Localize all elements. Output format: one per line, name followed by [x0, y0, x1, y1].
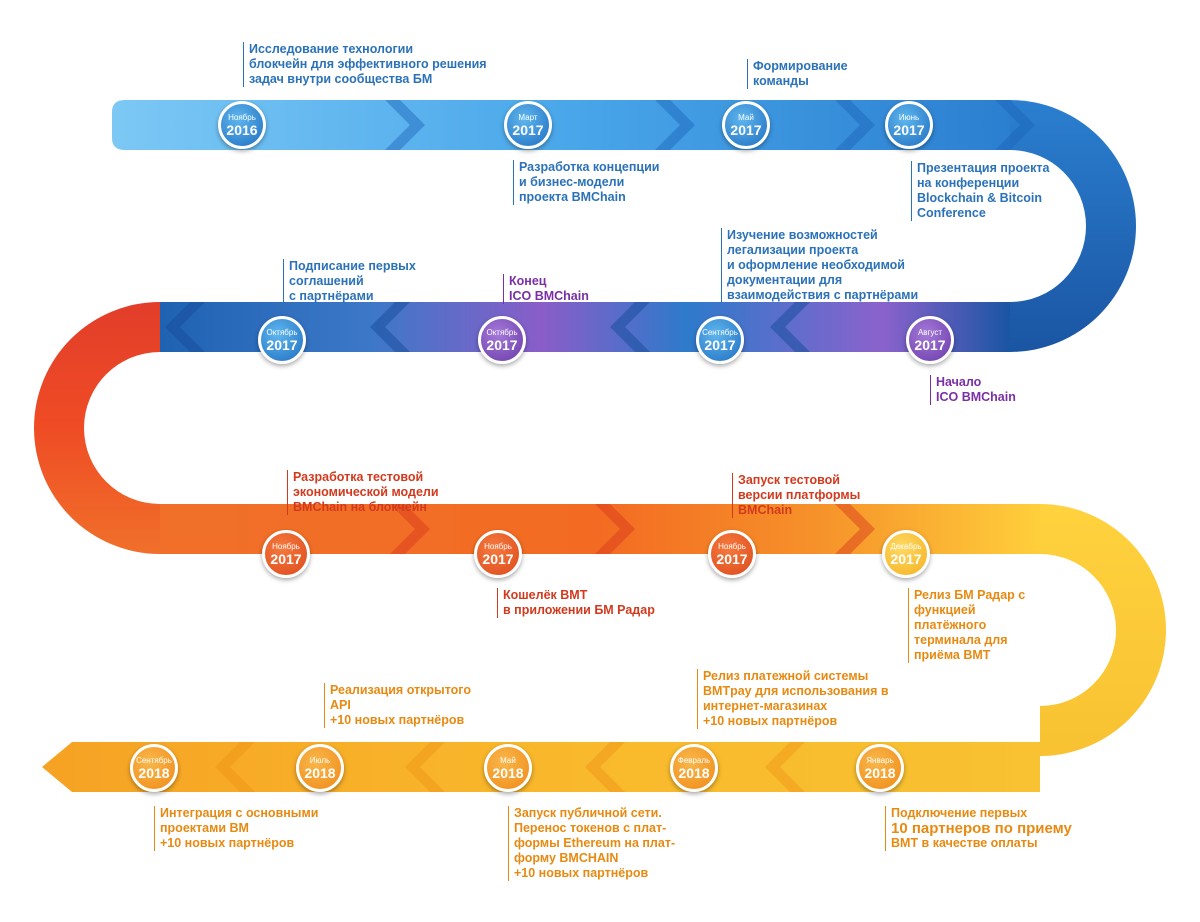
milestone-year: 2017 — [482, 551, 514, 567]
road-row-4 — [42, 742, 1040, 792]
annotation-main-projects-integration: Интеграция с основными проектами BM +10 … — [154, 806, 318, 851]
milestone-badge-nov-2016: Ноябрь 2016 — [218, 101, 266, 149]
milestone-badge-aug-2017: Август 2017 — [906, 316, 954, 364]
annotation-bmtpay-release: Релиз платежной системы BMTpay для испол… — [697, 669, 889, 729]
milestone-month: Ноябрь — [228, 113, 256, 122]
milestone-year: 2018 — [304, 765, 336, 781]
milestone-month: Май — [738, 113, 754, 122]
milestone-badge-may-2017: Май 2017 — [722, 101, 770, 149]
annotation-conference-presentation: Презентация проекта на конференции Block… — [911, 161, 1049, 221]
milestone-year: 2017 — [486, 337, 518, 353]
milestone-year: 2017 — [266, 337, 298, 353]
milestone-month: Ноябрь — [272, 542, 300, 551]
milestone-year: 2017 — [893, 122, 925, 138]
row-2-chevrons — [165, 302, 810, 352]
annotation-bmt-wallet: Кошелёк BMT в приложении БМ Радар — [497, 588, 655, 618]
milestone-year: 2017 — [704, 337, 736, 353]
milestone-month: Июль — [309, 756, 331, 765]
annotation-ico-end: Конец ICO BMChain — [503, 274, 589, 304]
row-4-chevrons — [215, 742, 805, 792]
annotation-concept-development: Разработка концепции и бизнес-модели про… — [513, 160, 659, 205]
row-3-chevrons — [390, 504, 875, 554]
milestone-badge-sep-2017: Сентябрь 2017 — [696, 316, 744, 364]
milestone-year: 2017 — [716, 551, 748, 567]
road-row-1 — [112, 100, 1010, 150]
milestone-month: Октябрь — [486, 328, 518, 337]
milestone-badge-nov-2017-a: Ноябрь 2017 — [262, 530, 310, 578]
milestone-month: Май — [500, 756, 516, 765]
annotation-test-platform-launch: Запуск тестовой версии платформы BMChain — [732, 473, 860, 518]
milestone-year: 2017 — [914, 337, 946, 353]
milestone-badge-nov-2017-b: Ноябрь 2017 — [474, 530, 522, 578]
annotation-radar-release: Релиз БМ Радар с функцией платёжного тер… — [908, 588, 1025, 663]
milestone-badge-may-2018: Май 2018 — [484, 744, 532, 792]
milestone-month: Сентябрь — [702, 328, 738, 337]
milestone-year: 2018 — [678, 765, 710, 781]
milestone-badge-oct-2017-ico: Октябрь 2017 — [478, 316, 526, 364]
milestone-month: Февраль — [677, 756, 711, 765]
milestone-badge-nov-2017-c: Ноябрь 2017 — [708, 530, 756, 578]
milestone-badge-mar-2017: Март 2017 — [504, 101, 552, 149]
milestone-year: 2018 — [138, 765, 170, 781]
milestone-month: Декабрь — [890, 542, 922, 551]
milestone-month: Октябрь — [266, 328, 298, 337]
milestone-month: Август — [917, 328, 943, 337]
annotation-first-agreements: Подписание первых соглашений с партнёрам… — [283, 259, 416, 304]
milestone-badge-feb-2018: Февраль 2018 — [670, 744, 718, 792]
milestone-month: Ноябрь — [484, 542, 512, 551]
annotation-first-partners: Подключение первых 10 партнеров по прием… — [885, 806, 1072, 851]
milestone-month: Ноябрь — [718, 542, 746, 551]
milestone-year: 2017 — [512, 122, 544, 138]
milestone-year: 2018 — [492, 765, 524, 781]
annotation-test-economic-model: Разработка тестовой экономической модели… — [287, 470, 439, 515]
milestone-year: 2016 — [226, 122, 258, 138]
milestone-year: 2018 — [864, 765, 896, 781]
milestone-month: Июнь — [898, 113, 920, 122]
annotation-team-formation: Формирование команды — [747, 59, 848, 89]
milestone-month: Сентябрь — [136, 756, 172, 765]
milestone-badge-jul-2018: Июль 2018 — [296, 744, 344, 792]
milestone-month: Январь — [866, 756, 894, 765]
road-curve-right-3 — [1040, 504, 1166, 756]
milestone-year: 2017 — [890, 551, 922, 567]
milestone-badge-sep-2018: Сентябрь 2018 — [130, 744, 178, 792]
milestone-month: Март — [518, 113, 538, 122]
road-curve-left-2 — [34, 302, 160, 554]
annotation-blockchain-research: Исследование технологии блокчейн для эфф… — [243, 42, 487, 87]
milestone-year: 2017 — [730, 122, 762, 138]
annotation-ico-start: Начало ICO BMChain — [930, 375, 1016, 405]
milestone-badge-dec-2017: Декабрь 2017 — [882, 530, 930, 578]
annotation-public-network-launch: Запуск публичной сети. Перенос токенов с… — [508, 806, 675, 881]
milestone-badge-jan-2018: Январь 2018 — [856, 744, 904, 792]
annotation-open-api: Реализация открытого API +10 новых партн… — [324, 683, 471, 728]
annotation-legalization: Изучение возможностей легализации проект… — [721, 228, 918, 303]
milestone-year: 2017 — [270, 551, 302, 567]
row-1-chevrons — [385, 100, 1035, 150]
road-curve-right-1 — [1010, 100, 1136, 352]
milestone-badge-oct-2017: Октябрь 2017 — [258, 316, 306, 364]
milestone-badge-jun-2017: Июнь 2017 — [885, 101, 933, 149]
